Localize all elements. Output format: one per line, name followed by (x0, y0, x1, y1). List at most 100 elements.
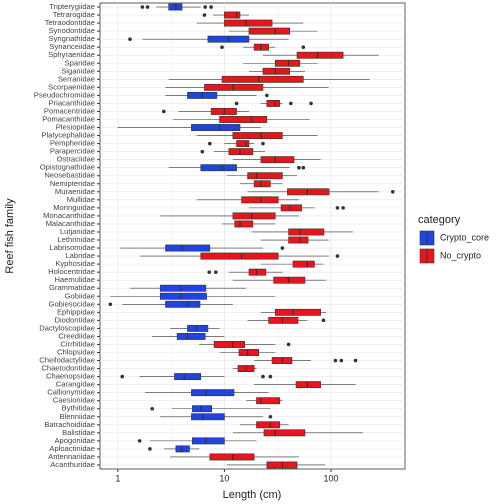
y-tick-label: Tetraodontidae (45, 18, 95, 27)
y-tick-label: Serranidae (58, 74, 95, 83)
y-tick-label: Plesiopidae (56, 123, 95, 132)
y-tick-label: Lutjanidae (60, 227, 95, 236)
box (296, 51, 344, 59)
y-tick-label: Apogonidae (54, 436, 95, 445)
y-tick-label: Caesionidae (53, 396, 95, 405)
box (232, 212, 276, 220)
y-tick-label: Muraenidae (55, 187, 95, 196)
y-tick-label: Tripterygiidae (49, 2, 95, 11)
outlier (213, 270, 218, 274)
box (287, 188, 330, 196)
outlier (108, 302, 113, 307)
outlier (137, 439, 142, 443)
outlier (234, 101, 239, 106)
box (213, 341, 245, 348)
y-tick-label: Cheilodactylidae (39, 356, 95, 365)
box (192, 405, 213, 413)
box (191, 124, 241, 131)
y-tick-label: Carangidae (56, 380, 95, 389)
box (295, 381, 321, 389)
box (247, 172, 283, 180)
y-tick-label: Mullidae (67, 195, 95, 204)
box (159, 284, 207, 292)
y-tick-label: Chlopsidae (57, 348, 95, 357)
outlier (150, 406, 154, 411)
y-tick-label: Ostraciidae (57, 155, 95, 164)
y-tick-label: Grammatidae (49, 283, 95, 292)
box (175, 445, 190, 453)
box (253, 180, 271, 188)
outlier (335, 254, 340, 258)
outlier (200, 149, 205, 154)
y-tick-label: Balistidae (62, 428, 95, 437)
panel (99, 2, 406, 470)
x-axis-title: Length (cm) (223, 489, 282, 501)
box (209, 453, 255, 461)
y-tick-label: Gobiidae (65, 291, 95, 300)
box (204, 83, 264, 91)
outlier (286, 342, 291, 347)
y-tick-label: Lethrinidae (57, 235, 95, 244)
y-tick-label: Malacanthidae (46, 219, 95, 228)
y-tick-label: Chaenopsidae (46, 372, 95, 381)
box (238, 349, 260, 356)
y-tick-label: Tetrarogidae (53, 10, 95, 19)
y-tick-label: Sparidae (65, 58, 95, 67)
outlier (339, 358, 344, 363)
y-tick-label: Labrisomidae (49, 243, 95, 252)
box (191, 389, 235, 397)
box (288, 228, 325, 236)
box (232, 132, 283, 140)
y-tick-label: Synanceiidae (49, 42, 95, 51)
box (165, 300, 201, 308)
y-tick-label: Siganidae (61, 66, 95, 75)
y-tick-label: Sphyraenidae (48, 50, 95, 59)
y-tick-label: Pseudochromidae (34, 90, 95, 99)
y-tick-label: Nemipteridae (50, 179, 95, 188)
box (228, 148, 254, 156)
y-tick-label: Neosebastidae (44, 171, 95, 180)
legend-label: No_crypto (440, 250, 481, 260)
box (280, 204, 302, 212)
y-tick-label: Chaetodontidae (41, 364, 95, 373)
outlier (148, 447, 152, 451)
y-tick-label: Monacanthidae (43, 211, 95, 220)
y-tick-label: Batrachoididae (44, 420, 95, 429)
y-tick-label: Haemulidae (54, 275, 95, 284)
box (248, 27, 291, 35)
box (268, 316, 299, 324)
box (236, 140, 250, 148)
box (224, 11, 241, 19)
outlier (321, 318, 326, 323)
box (191, 413, 225, 421)
y-tick-label: Parapercidae (50, 147, 95, 156)
box (241, 196, 279, 204)
y-tick-label: Bythitidae (62, 404, 95, 413)
y-tick-label: Diodontidae (54, 315, 95, 324)
box (165, 244, 211, 252)
x-tick-label: 100 (323, 473, 338, 483)
box (234, 220, 254, 228)
outlier (301, 45, 306, 49)
box (187, 324, 209, 332)
box (273, 276, 306, 284)
x-tick-label: 10 (219, 473, 229, 483)
outlier (265, 93, 269, 98)
box (221, 75, 304, 83)
outlier (301, 165, 306, 170)
outlier (268, 414, 273, 419)
y-tick-label: Moringuidae (53, 203, 95, 212)
outlier (297, 165, 301, 170)
outlier (335, 206, 340, 210)
box (260, 156, 295, 164)
outlier (208, 141, 212, 146)
y-tick-label: Pempheridae (50, 139, 95, 148)
y-tick-label: Holocentridae (48, 267, 95, 276)
y-tick-label: Antennariidae (48, 452, 95, 461)
box (256, 397, 280, 405)
outlier (289, 101, 293, 106)
legend-label: Crypto_core (440, 232, 489, 242)
box (176, 332, 206, 340)
y-tick-label: Blenniidae (60, 412, 95, 421)
